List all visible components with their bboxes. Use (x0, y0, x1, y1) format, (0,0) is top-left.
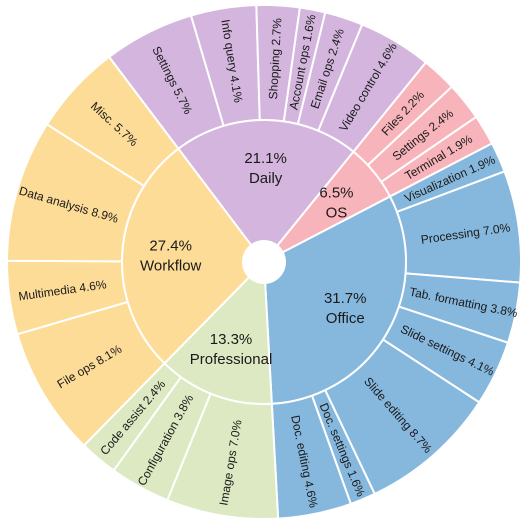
category-name-professional: Professional (190, 351, 273, 368)
category-value-daily: 21.1% (244, 150, 287, 167)
category-name-office: Office (326, 310, 365, 327)
category-value-professional: 13.3% (210, 331, 253, 348)
inner-ring (121, 119, 408, 405)
category-name-daily: Daily (249, 170, 283, 187)
inner-labels: 31.7% Office 13.3% Professional 27.4% Workflo… (140, 150, 367, 368)
category-name-workflow: Workflow (140, 257, 202, 274)
category-value-office: 31.7% (324, 290, 367, 307)
center-hole (243, 241, 285, 283)
outer-ring (5, 4, 522, 520)
category-value-workflow: 27.4% (149, 237, 192, 254)
category-name-os: OS (326, 204, 348, 221)
segment-label-daily-shopping: Shopping 2.7% (266, 17, 284, 99)
category-value-os: 6.5% (319, 184, 353, 201)
